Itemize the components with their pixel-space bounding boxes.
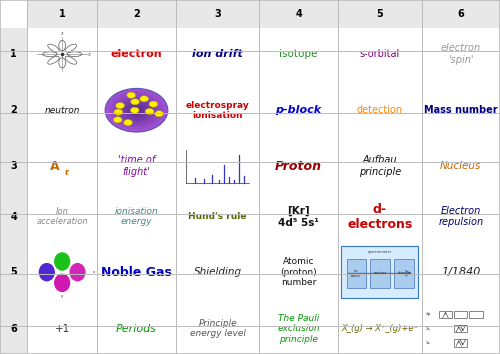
- Bar: [176, 0, 260, 28]
- Bar: [346, 259, 366, 288]
- Bar: [0, 241, 27, 303]
- Circle shape: [117, 97, 156, 124]
- Circle shape: [127, 92, 136, 98]
- Text: 5: 5: [376, 9, 383, 19]
- Text: electron: electron: [110, 49, 162, 59]
- Circle shape: [114, 109, 122, 115]
- Bar: [260, 0, 338, 28]
- Text: 4: 4: [296, 9, 302, 19]
- Ellipse shape: [38, 263, 55, 281]
- Circle shape: [140, 96, 148, 102]
- Ellipse shape: [54, 252, 70, 271]
- Circle shape: [116, 103, 124, 109]
- Circle shape: [145, 108, 154, 115]
- Circle shape: [130, 99, 140, 105]
- Text: 1: 1: [10, 49, 17, 59]
- Text: detector: detector: [398, 272, 410, 275]
- Text: Atomic
(proton)
number: Atomic (proton) number: [280, 257, 317, 287]
- Circle shape: [105, 88, 168, 132]
- Circle shape: [132, 108, 140, 113]
- Circle shape: [124, 102, 148, 118]
- Text: Periods: Periods: [116, 324, 157, 333]
- Circle shape: [121, 99, 152, 121]
- Text: p-block: p-block: [276, 105, 322, 115]
- Circle shape: [130, 107, 139, 113]
- Text: 6: 6: [458, 9, 464, 19]
- Text: Ion
acceleration: Ion acceleration: [36, 207, 88, 227]
- Text: Nucleus: Nucleus: [440, 161, 482, 171]
- Text: Electron
repulsion: Electron repulsion: [438, 206, 484, 228]
- Text: 5: 5: [10, 267, 17, 277]
- Text: X_(g) → X⁺_(g)+e⁻: X_(g) → X⁺_(g)+e⁻: [342, 324, 418, 333]
- Text: Aufbau
principle: Aufbau principle: [358, 155, 401, 177]
- Bar: [98, 0, 176, 28]
- Text: Mass number: Mass number: [424, 105, 498, 115]
- Circle shape: [124, 120, 132, 126]
- Ellipse shape: [54, 274, 70, 292]
- Text: spectrometer: spectrometer: [368, 250, 392, 255]
- Text: neutron: neutron: [44, 106, 80, 115]
- Text: electrospray
ionisation: electrospray ionisation: [186, 101, 250, 120]
- Text: analyser: analyser: [374, 272, 386, 275]
- Text: 2: 2: [133, 9, 140, 19]
- Circle shape: [113, 94, 160, 127]
- Bar: [0, 303, 27, 354]
- Text: d-
electrons: d- electrons: [347, 203, 412, 231]
- Text: s-orbital: s-orbital: [360, 49, 400, 59]
- Circle shape: [128, 105, 144, 116]
- Bar: [27, 0, 98, 28]
- Ellipse shape: [70, 263, 86, 281]
- Text: x: x: [88, 52, 91, 57]
- Text: ion
source: ion source: [352, 269, 361, 278]
- Bar: [454, 310, 468, 318]
- Bar: [0, 140, 27, 192]
- Bar: [370, 259, 390, 288]
- Text: 6: 6: [10, 324, 17, 333]
- Text: 2s: 2s: [426, 327, 430, 331]
- Bar: [0, 80, 27, 140]
- Bar: [470, 310, 483, 318]
- Circle shape: [109, 91, 164, 129]
- Bar: [338, 0, 421, 28]
- Text: 1: 1: [59, 9, 66, 19]
- Text: Hund's rule: Hund's rule: [188, 212, 247, 221]
- Text: [Kr]
4d⁵ 5s¹: [Kr] 4d⁵ 5s¹: [278, 206, 319, 228]
- Text: detection: detection: [356, 105, 403, 115]
- Bar: [439, 310, 452, 318]
- Text: Shielding: Shielding: [194, 267, 242, 277]
- Text: 4: 4: [10, 212, 17, 222]
- Text: Principle
energy level: Principle energy level: [190, 319, 246, 338]
- Bar: [0, 28, 27, 80]
- Text: isotope: isotope: [280, 49, 318, 59]
- Bar: [341, 246, 418, 298]
- Text: electron
'spin': electron 'spin': [440, 44, 481, 65]
- Bar: [394, 259, 413, 288]
- Text: Proton: Proton: [275, 160, 322, 173]
- Text: 'time of
flight': 'time of flight': [118, 155, 155, 177]
- Text: x: x: [93, 270, 96, 274]
- Text: A: A: [50, 160, 60, 173]
- Text: ionisation
energy: ionisation energy: [114, 207, 158, 227]
- Text: 3: 3: [10, 161, 17, 171]
- Text: 3: 3: [214, 9, 221, 19]
- Circle shape: [154, 111, 164, 117]
- Text: z: z: [61, 31, 64, 36]
- Bar: [454, 339, 468, 347]
- Circle shape: [114, 117, 122, 123]
- Text: Noble Gas: Noble Gas: [101, 266, 172, 279]
- Text: y: y: [61, 294, 64, 298]
- Text: 1s: 1s: [426, 341, 430, 345]
- Text: ion drift: ion drift: [192, 49, 243, 59]
- Text: 2p: 2p: [426, 312, 431, 316]
- Text: 2: 2: [10, 105, 17, 115]
- Text: +1: +1: [54, 324, 70, 333]
- Bar: [0, 192, 27, 241]
- Bar: [454, 325, 468, 332]
- Bar: [422, 0, 500, 28]
- Text: The Pauli
exclusion
principle: The Pauli exclusion principle: [278, 314, 320, 343]
- Text: r: r: [64, 168, 68, 177]
- Text: 1/1840: 1/1840: [441, 267, 480, 277]
- Circle shape: [149, 101, 158, 107]
